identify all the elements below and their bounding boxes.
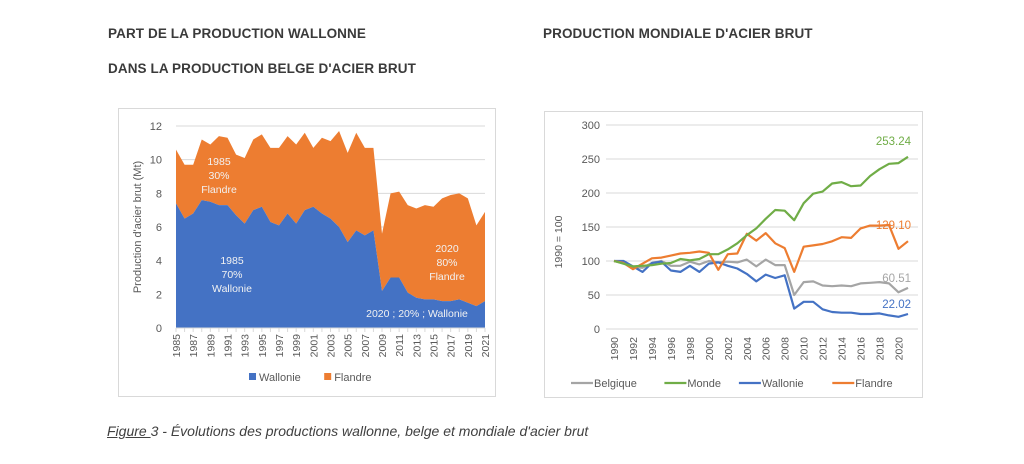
y-tick-label: 8 <box>156 188 162 200</box>
annotation-flandre-2020: 2020 <box>435 243 459 255</box>
line-chart: 0 50 100 150 200 250 300 1990 = 100 1990 1992 1994… <box>553 120 918 390</box>
x-tick-label: 2001 <box>308 334 320 358</box>
x-tick-label: 1996 <box>666 337 678 361</box>
y-tick-label: 200 <box>582 188 600 200</box>
x-tick-label: 2018 <box>875 337 887 361</box>
end-label-flandre: 129.10 <box>876 220 911 232</box>
y-tick-label: 150 <box>582 222 600 234</box>
legend-label-flandre: Flandre <box>855 378 892 390</box>
legend-swatch-flandre <box>324 373 332 380</box>
x-tick-label: 2013 <box>411 334 423 358</box>
y-tick-label: 10 <box>150 155 162 167</box>
x-tick-label: 2005 <box>343 334 355 358</box>
y-tick-label: 250 <box>582 154 600 166</box>
x-tick-label: 2009 <box>377 334 389 358</box>
left-chart-title-line1: PART DE LA PRODUCTION WALLONNE <box>108 26 366 41</box>
x-tick-label: 1995 <box>257 334 269 358</box>
legend-label-monde: Monde <box>687 378 721 390</box>
legend-label-flandre: Flandre <box>334 372 371 384</box>
y-tick-label: 50 <box>588 290 600 302</box>
x-tick-label: 1985 <box>171 334 183 358</box>
annotation-wallonie-1985: 70% <box>221 269 242 281</box>
x-tick-label: 2012 <box>818 337 830 361</box>
x-tick-label: 2008 <box>780 337 792 361</box>
annotation-wallonie-1985: Wallonie <box>212 283 252 295</box>
annotation-wallonie-1985: 1985 <box>220 255 244 267</box>
x-tick-label: 1991 <box>223 334 235 358</box>
line-wallonie <box>614 259 909 318</box>
x-tick-label: 2006 <box>761 337 773 361</box>
x-tick-label: 2004 <box>742 337 754 361</box>
x-tick-label: 2015 <box>429 334 441 358</box>
legend-label-belgique: Belgique <box>594 378 637 390</box>
y-tick-label: 300 <box>582 120 600 132</box>
annotation-flandre-2020: Flandre <box>429 271 465 283</box>
y-tick-label: 4 <box>156 256 162 268</box>
annotation-wallonie-2020: 2020 ; 20% ; Wallonie <box>366 308 468 320</box>
x-tick-label: 2007 <box>360 334 372 358</box>
area-wallonie <box>176 200 485 328</box>
x-tick-label: 1993 <box>240 334 252 358</box>
figure-label: Figure <box>107 423 151 439</box>
annotation-flandre-1985: 1985 <box>207 156 231 168</box>
x-tick-label: 2014 <box>837 337 849 361</box>
x-tick-label: 1999 <box>291 334 303 358</box>
end-label-belgique: 60.51 <box>882 273 911 285</box>
x-tick-label: 1990 <box>609 337 621 361</box>
y-tick-label: 0 <box>156 323 162 335</box>
line-flandre <box>613 223 909 273</box>
figure-caption: Figure 3 - Évolutions des productions wa… <box>107 423 588 439</box>
annotation-flandre-1985: Flandre <box>201 184 237 196</box>
x-tick-label: 2016 <box>856 337 868 361</box>
figure-number: 3 <box>150 423 159 439</box>
legend-label-wallonie: Wallonie <box>259 372 301 384</box>
x-tick-label: 2017 <box>446 334 458 358</box>
caption-text: - Évolutions des productions wallonne, b… <box>158 423 589 439</box>
legend-swatch-wallonie <box>249 373 256 380</box>
x-tick-label: 2002 <box>723 337 735 361</box>
end-label-monde: 253.24 <box>876 136 912 148</box>
x-tick-label: 1989 <box>205 334 217 358</box>
annotation-flandre-1985: 30% <box>208 170 229 182</box>
x-tick-label: 1992 <box>628 337 640 361</box>
y-axis-label: Production d'acier brut (Mt) <box>132 161 144 293</box>
x-tick-label: 1987 <box>188 334 200 358</box>
y-tick-label: 6 <box>156 222 162 234</box>
x-tick-label: 2021 <box>480 334 492 358</box>
y-axis-label: 1990 = 100 <box>553 215 565 268</box>
end-label-wallonie: 22.02 <box>882 299 911 311</box>
line-monde <box>613 155 909 268</box>
legend-label-wallonie: Wallonie <box>762 378 804 390</box>
x-tick-label: 2010 <box>799 337 811 361</box>
left-chart-title-line2: DANS LA PRODUCTION BELGE D'ACIER BRUT <box>108 61 416 76</box>
y-tick-label: 100 <box>582 256 600 268</box>
x-tick-label: 2019 <box>463 334 475 358</box>
x-tick-label: 2003 <box>326 334 338 358</box>
y-tick-label: 12 <box>150 121 162 133</box>
annotation-flandre-2020: 80% <box>436 257 457 269</box>
y-tick-label: 2 <box>156 289 162 301</box>
y-tick-label: 0 <box>594 324 600 336</box>
x-tick-label: 2020 <box>894 337 906 361</box>
stacked-area-chart: 0 2 4 6 8 10 12 1985 1987 1989 1991 1993 1995 1997 199… <box>132 121 492 384</box>
x-tick-label: 2000 <box>704 337 716 361</box>
x-tick-label: 1994 <box>647 337 659 361</box>
x-tick-label: 1997 <box>274 334 286 358</box>
x-tick-label: 2011 <box>394 334 406 357</box>
left-chart-panel: 0 2 4 6 8 10 12 1985 1987 1989 1991 1993 1995 1997 199… <box>118 108 496 397</box>
right-chart-title: PRODUCTION MONDIALE D'ACIER BRUT <box>543 26 813 41</box>
right-chart-panel: 0 50 100 150 200 250 300 1990 = 100 1990 1992 1994… <box>544 111 923 398</box>
x-tick-label: 1998 <box>685 337 697 361</box>
